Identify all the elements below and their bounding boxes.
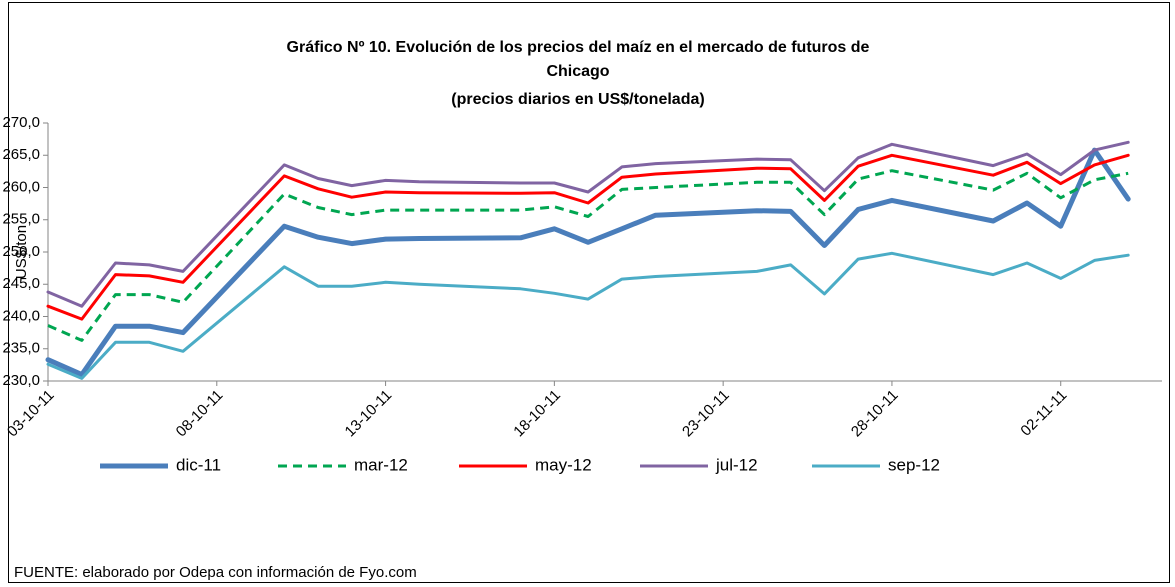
legend-label: mar-12 <box>354 455 408 474</box>
legend-label: dic-11 <box>176 455 221 474</box>
y-tick-label: 260,0 <box>2 178 40 195</box>
chart-title: Chicago <box>546 63 609 80</box>
series-line <box>45 147 1131 378</box>
series-line <box>47 169 1129 342</box>
series-line <box>46 153 1130 321</box>
series-line <box>46 140 1130 308</box>
legend-label: jul-12 <box>715 455 758 474</box>
chart-frame <box>8 2 1170 583</box>
legend-label: may-12 <box>535 455 592 474</box>
y-tick-label: 270,0 <box>2 114 40 131</box>
chart-title: (precios diarios en US$/tonelada) <box>451 91 704 108</box>
y-tick-label: 245,0 <box>2 275 40 292</box>
chart-title: Gráfico Nº 10. Evolución de los precios … <box>287 39 870 56</box>
series-line <box>46 251 1130 380</box>
legend-label: sep-12 <box>888 455 940 474</box>
y-tick-label: 235,0 <box>2 340 40 357</box>
y-tick-label: 255,0 <box>2 211 40 228</box>
source-note: FUENTE: elaborado por Odepa con informac… <box>14 564 417 581</box>
y-tick-label: 265,0 <box>2 146 40 163</box>
y-tick-label: 240,0 <box>2 307 40 324</box>
y-tick-label: 250,0 <box>2 243 40 260</box>
y-axis-label: US$/ton <box>13 225 30 279</box>
y-tick-label: 230,0 <box>2 372 40 389</box>
